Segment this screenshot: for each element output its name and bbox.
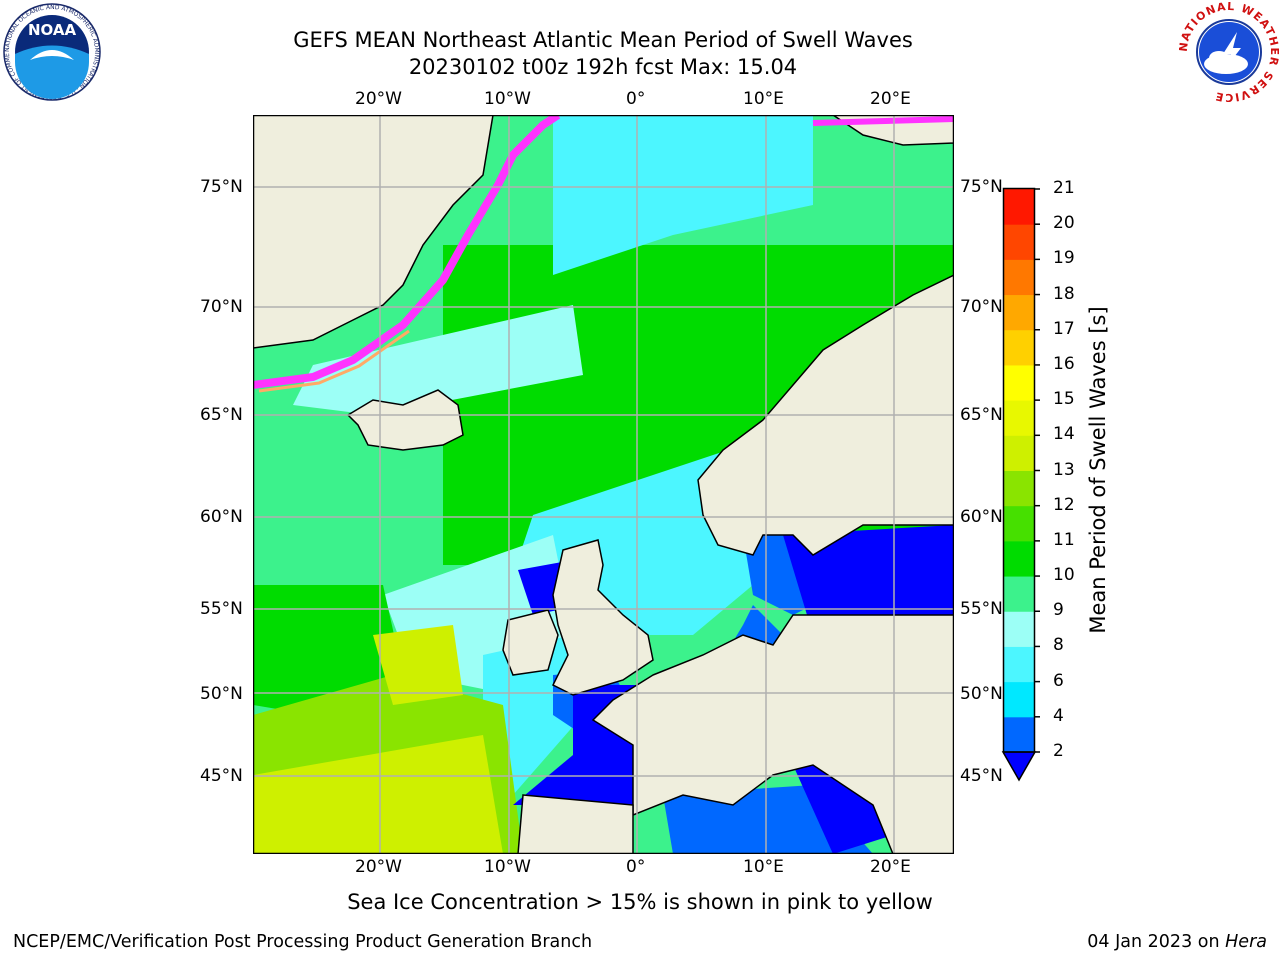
lat-label-right: 60°N (960, 507, 1003, 527)
swell-under-2s-region (783, 525, 953, 635)
colorbar-segment (1004, 540, 1034, 577)
lon-label-bottom: 10°W (484, 857, 531, 877)
colorbar-segment (1004, 716, 1034, 753)
footer-date-text: 04 Jan 2023 on (1087, 932, 1226, 952)
lat-label-left: 70°N (200, 297, 243, 317)
colorbar-tick-label: 19 (1053, 248, 1075, 269)
lat-label-left: 50°N (200, 684, 243, 704)
colorbar-segment (1004, 259, 1034, 296)
colorbar-segment (1004, 646, 1034, 683)
lat-label-left: 45°N (200, 766, 243, 786)
continental-europe (591, 614, 954, 854)
colorbar-segment (1004, 681, 1034, 718)
lat-label-left: 55°N (200, 599, 243, 619)
lat-label-left: 75°N (200, 177, 243, 197)
colorbar-tick-label: 8 (1053, 635, 1064, 656)
sea-ice-note: Sea Ice Concentration > 15% is shown in … (347, 890, 933, 914)
lat-label-right: 55°N (960, 599, 1003, 619)
colorbar-segment (1004, 329, 1034, 366)
swell-13-14s-region (373, 625, 463, 705)
lat-label-right: 75°N (960, 177, 1003, 197)
footer-date: 04 Jan 2023 on Hera (1087, 932, 1267, 952)
nws-logo: NATIONAL WEATHER SERVICE (1179, 2, 1279, 102)
map-subtitle: 20230102 t00z 192h fcst Max: 15.04 (408, 55, 798, 79)
footer-host: Hera (1225, 932, 1267, 952)
colorbar-tick-label: 2 (1053, 741, 1064, 761)
colorbar-tick-label: 18 (1053, 283, 1075, 304)
colorbar-label: Mean Period of Swell Waves [s] (1086, 306, 1110, 634)
lon-label-bottom: 20°W (355, 857, 402, 877)
noaa-logo: NATIONAL OCEANIC AND ATMOSPHERIC ADMINIS… (2, 2, 101, 101)
lon-label-top: 20°W (355, 89, 402, 109)
colorbar-tick-label: 13 (1053, 459, 1075, 480)
colorbar-tick-label: 14 (1053, 424, 1075, 445)
swell-period-map (253, 115, 954, 854)
colorbar (1001, 187, 1040, 782)
colorbar-segment (1004, 189, 1034, 225)
lon-label-top: 0° (626, 89, 646, 109)
lon-label-top: 20°E (870, 89, 911, 109)
colorbar-segment (1004, 294, 1034, 331)
colorbar-tick-label: 12 (1053, 494, 1075, 515)
lat-label-left: 65°N (200, 405, 243, 425)
sea-ice-edge-north (812, 116, 954, 126)
great-britain (551, 539, 654, 696)
colorbar-tick-label: 9 (1053, 600, 1064, 621)
lon-label-bottom: 0° (626, 857, 646, 877)
ireland (502, 609, 559, 676)
colorbar-tick-label: 20 (1053, 213, 1075, 234)
iceland (346, 389, 464, 451)
swell-6-8s-region (553, 115, 813, 275)
sea-ice-edge-thin (258, 329, 410, 393)
sea-ice-edge (253, 115, 561, 389)
colorbar-segment (1004, 505, 1034, 542)
lat-label-right: 65°N (960, 405, 1003, 425)
swell-under-2s-region (793, 765, 893, 854)
colorbar-tick-label: 6 (1053, 670, 1064, 691)
lon-label-bottom: 20°E (870, 857, 911, 877)
colorbar-segment (1004, 364, 1034, 401)
svg-text:NOAA: NOAA (28, 21, 77, 39)
colorbar-tick-label: 4 (1053, 705, 1064, 726)
lat-label-right: 50°N (960, 684, 1003, 704)
colorbar-segment (1004, 611, 1034, 647)
colorbar-tick-label: 16 (1053, 353, 1075, 374)
map-frame (253, 115, 954, 854)
greenland (253, 115, 494, 349)
colorbar-tick-label: 11 (1053, 529, 1075, 550)
colorbar-under-arrow (1001, 751, 1037, 782)
colorbar-tick-label: 10 (1053, 565, 1075, 586)
colorbar-segment (1004, 435, 1034, 471)
colorbar-tick-label: 17 (1053, 318, 1075, 339)
swell-8-9s-region (293, 305, 583, 415)
colorbar-tick-label: 21 (1053, 178, 1075, 198)
colorbar-segment (1004, 224, 1034, 260)
swell-13-14s-region (253, 735, 503, 854)
colorbar-segment (1004, 576, 1034, 612)
lon-label-top: 10°E (743, 89, 784, 109)
colorbar-segment (1004, 400, 1034, 436)
lat-label-left: 60°N (200, 507, 243, 527)
lat-label-right: 45°N (960, 766, 1003, 786)
colorbar-tick-label: 15 (1053, 389, 1075, 410)
lat-label-right: 70°N (960, 297, 1003, 317)
map-title: GEFS MEAN Northeast Atlantic Mean Period… (293, 28, 913, 52)
lon-label-top: 10°W (484, 89, 531, 109)
footer-credit: NCEP/EMC/Verification Post Processing Pr… (13, 932, 593, 952)
graticule (253, 115, 954, 854)
iberia (517, 794, 634, 854)
colorbar-segment (1004, 470, 1034, 507)
swell-10-11s-region (253, 585, 403, 715)
lon-label-bottom: 10°E (743, 857, 784, 877)
